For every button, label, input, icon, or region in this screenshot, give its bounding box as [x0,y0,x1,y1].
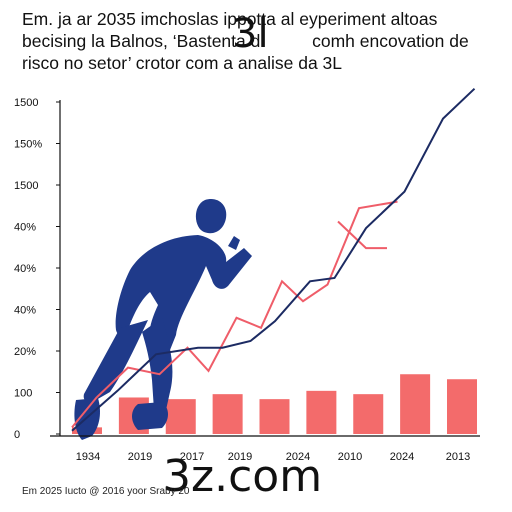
chart-title: Em. ja ar 2035 imchoslas ippotta al eype… [22,8,492,74]
y-tick-label-8: 1500 [14,97,38,109]
bar-6 [353,394,384,434]
x-tick-label-4: 2024 [286,451,310,463]
bar-4 [259,399,290,434]
y-tick-label-7: 150% [14,139,42,151]
footer-note: Em 2025 Iucto @ 2016 yoor Sraby 20 [22,486,190,497]
bar-8 [447,379,477,434]
series-line-navy [71,87,476,432]
title-line-3: risco no setor’ crotor com a analise da … [22,53,343,73]
y-tick-label-6: 1500 [14,180,38,192]
watermark-top: 3l [232,11,269,57]
runner-figure [74,199,253,440]
axes-group: 0 100 20% 40% 40% 40% 1500 150% 1500 1934 2019 2017… [14,97,480,463]
bar-7 [400,374,431,434]
bar-2 [165,399,196,434]
series-line-red [71,200,398,429]
y-tick-label-2: 20% [14,346,36,358]
y-tick-label-1: 100 [14,388,32,400]
bar-5 [306,390,337,434]
title-line-2: becising la Balnos, ‘Bastenta d comh enc… [22,30,492,52]
bar-3 [212,394,243,434]
line-group [71,87,476,432]
watermark-bottom: 3z.com [163,451,323,502]
x-tick-label-5: 2010 [338,451,362,463]
x-tick-label-3: 2019 [228,451,252,463]
x-tick-label-2: 2017 [180,451,204,463]
y-tick-label-4: 40% [14,263,36,275]
x-tick-label-7: 2013 [446,451,470,463]
y-tick-label-5: 40% [14,222,36,234]
series-line-red-tail [337,220,387,250]
x-tick-label-6: 2024 [390,451,414,463]
y-tick-label-0: 0 [14,429,20,441]
bar-group [72,374,477,434]
title-line-1: Em. ja ar 2035 imchoslas ippotta al eype… [22,9,438,29]
title-line-2a: becising la Balnos, ‘Bastenta d [22,31,261,51]
x-tick-label-0: 1934 [76,451,100,463]
x-tick-label-1: 2019 [128,451,152,463]
y-tick-label-3: 40% [14,305,36,317]
title-line-2b: comh encovation de [312,31,469,51]
